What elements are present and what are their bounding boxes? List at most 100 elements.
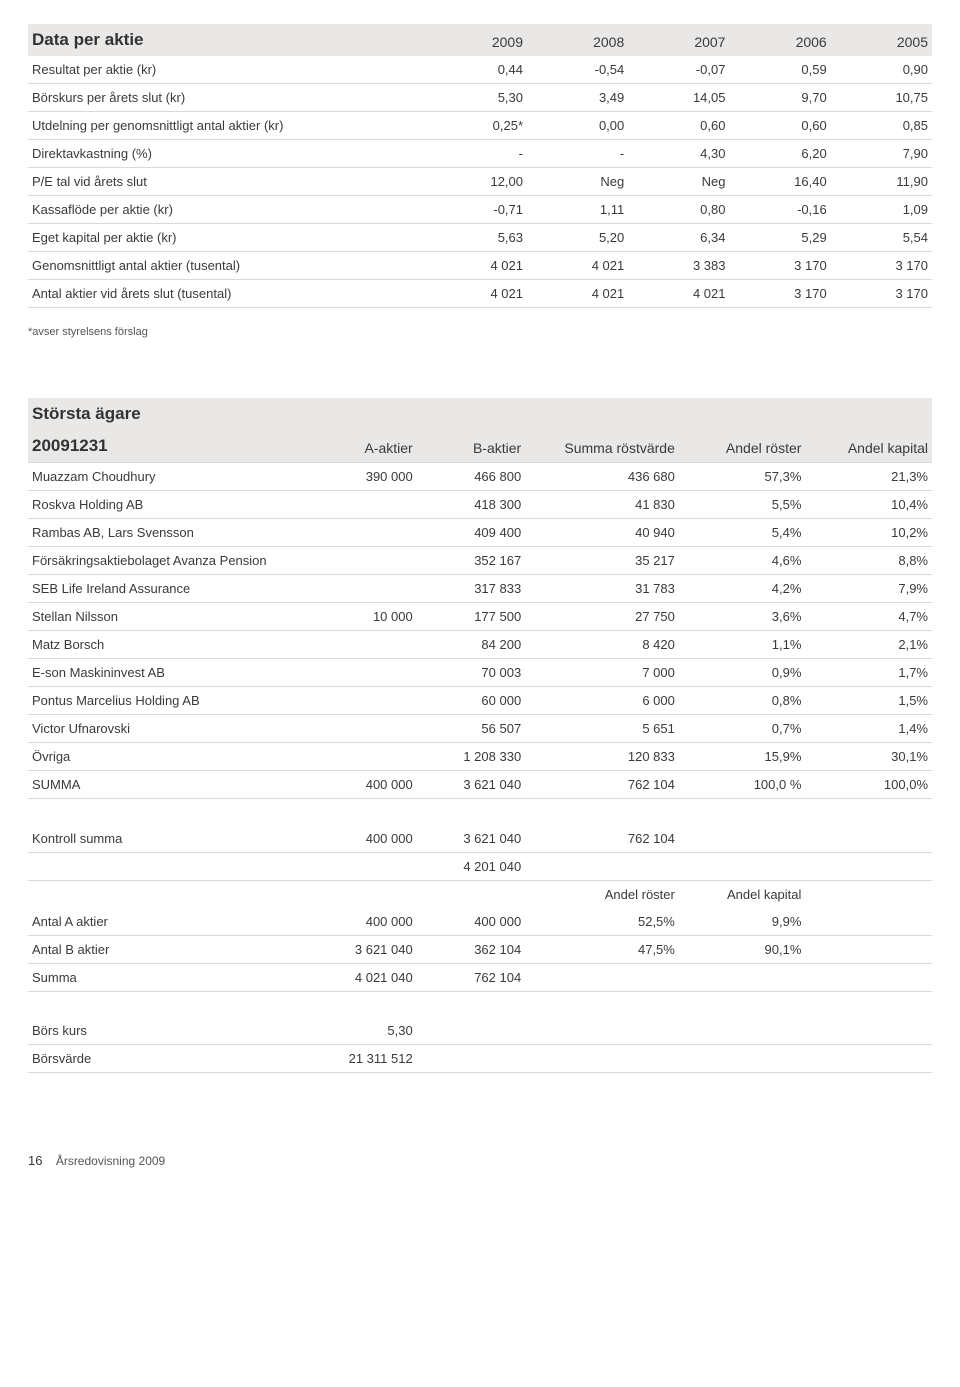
cell: 0,9%	[679, 659, 806, 687]
cell: 0,00	[527, 112, 628, 140]
cell: 10,2%	[805, 519, 932, 547]
row-label: Börsvärde	[28, 1045, 317, 1073]
cell: 7,90	[831, 140, 932, 168]
cell: 4 201 040	[417, 852, 525, 880]
cell: 31 783	[525, 575, 679, 603]
cell: 52,5%	[525, 908, 679, 936]
cell	[317, 687, 416, 715]
cell: 362 104	[417, 935, 525, 963]
cell	[317, 880, 416, 908]
table-row: Försäkringsaktiebolaget Avanza Pension35…	[28, 547, 932, 575]
row-label: Pontus Marcelius Holding AB	[28, 687, 317, 715]
cell: 14,05	[628, 84, 729, 112]
cell: 21,3%	[805, 463, 932, 491]
cell: 10,4%	[805, 491, 932, 519]
cell: 56 507	[417, 715, 525, 743]
cell: 3 383	[628, 252, 729, 280]
cell	[805, 1045, 932, 1073]
cell: -	[426, 140, 527, 168]
cell: 7,9%	[805, 575, 932, 603]
cell: 762 104	[417, 963, 525, 991]
footer-label: Årsredovisning 2009	[56, 1154, 165, 1168]
cell: 418 300	[417, 491, 525, 519]
cell: 1,1%	[679, 631, 806, 659]
cell	[317, 743, 416, 771]
cell: 400 000	[317, 771, 416, 799]
cell: 5,30	[317, 1017, 416, 1045]
row-label: Antal aktier vid årets slut (tusental)	[28, 280, 426, 308]
table-row: SEB Life Ireland Assurance317 83331 7834…	[28, 575, 932, 603]
andel-header: Andel rösterAndel kapital	[28, 880, 932, 908]
cell: 317 833	[417, 575, 525, 603]
cell: 400 000	[317, 908, 416, 936]
table-row: Muazzam Choudhury390 000466 800436 68057…	[28, 463, 932, 491]
col-a: A-aktier	[317, 430, 416, 463]
cell: 4 021	[426, 280, 527, 308]
cell: 60 000	[417, 687, 525, 715]
table-row: Antal B aktier3 621 040362 10447,5%90,1%	[28, 935, 932, 963]
row-label: P/E tal vid årets slut	[28, 168, 426, 196]
table1-header-row: Data per aktie 2009 2008 2007 2006 2005	[28, 24, 932, 56]
cell: -	[527, 140, 628, 168]
cell: 1,11	[527, 196, 628, 224]
cell	[417, 880, 525, 908]
cell: Andel kapital	[679, 880, 806, 908]
cell: 0,85	[831, 112, 932, 140]
cell: 5 651	[525, 715, 679, 743]
table-row: Roskva Holding AB418 30041 8305,5%10,4%	[28, 491, 932, 519]
cell: 27 750	[525, 603, 679, 631]
cell: 5,4%	[679, 519, 806, 547]
row-label: Eget kapital per aktie (kr)	[28, 224, 426, 252]
row-label: Börskurs per årets slut (kr)	[28, 84, 426, 112]
cell: 5,54	[831, 224, 932, 252]
cell: Neg	[628, 168, 729, 196]
table1-footnote: *avser styrelsens förslag	[28, 326, 932, 338]
cell: 8,8%	[805, 547, 932, 575]
cell: 4,6%	[679, 547, 806, 575]
row-label: Genomsnittligt antal aktier (tusental)	[28, 252, 426, 280]
cell: 5,5%	[679, 491, 806, 519]
cell	[317, 715, 416, 743]
cell: Andel röster	[525, 880, 679, 908]
page-number: 16	[28, 1153, 42, 1168]
cell: 3 621 040	[417, 825, 525, 853]
cell	[805, 880, 932, 908]
cell: 3,49	[527, 84, 628, 112]
cell: 8 420	[525, 631, 679, 659]
table1-title: Data per aktie	[28, 24, 426, 56]
table2-title: Största ägare	[28, 398, 317, 430]
cell	[679, 1045, 806, 1073]
cell	[679, 963, 806, 991]
cell: 400 000	[417, 908, 525, 936]
table-row: Rambas AB, Lars Svensson409 40040 9405,4…	[28, 519, 932, 547]
cell: 390 000	[317, 463, 416, 491]
table-row: Pontus Marcelius Holding AB60 0006 0000,…	[28, 687, 932, 715]
col-summa: Summa röstvärde	[525, 430, 679, 463]
row-label: Kassaflöde per aktie (kr)	[28, 196, 426, 224]
cell: 5,63	[426, 224, 527, 252]
table-row: Resultat per aktie (kr)0,44-0,54-0,070,5…	[28, 56, 932, 84]
cell: 30,1%	[805, 743, 932, 771]
cell: 762 104	[525, 771, 679, 799]
cell	[317, 631, 416, 659]
cell	[525, 852, 679, 880]
cell: 3 621 040	[317, 935, 416, 963]
cell	[805, 852, 932, 880]
row-label: SUMMA	[28, 771, 317, 799]
cell	[679, 852, 806, 880]
table-row: Utdelning per genomsnittligt antal aktie…	[28, 112, 932, 140]
table-row: Kontroll summa400 0003 621 040762 104	[28, 825, 932, 853]
table-row: Direktavkastning (%)--4,306,207,90	[28, 140, 932, 168]
cell: 0,59	[729, 56, 830, 84]
row-label: E-son Maskininvest AB	[28, 659, 317, 687]
cell: 1,5%	[805, 687, 932, 715]
cell: 1,4%	[805, 715, 932, 743]
table1-year: 2007	[628, 24, 729, 56]
cell	[805, 935, 932, 963]
cell: 15,9%	[679, 743, 806, 771]
row-label: Summa	[28, 963, 317, 991]
cell	[805, 825, 932, 853]
cell	[317, 852, 416, 880]
cell: 4,7%	[805, 603, 932, 631]
table1-year: 2005	[831, 24, 932, 56]
